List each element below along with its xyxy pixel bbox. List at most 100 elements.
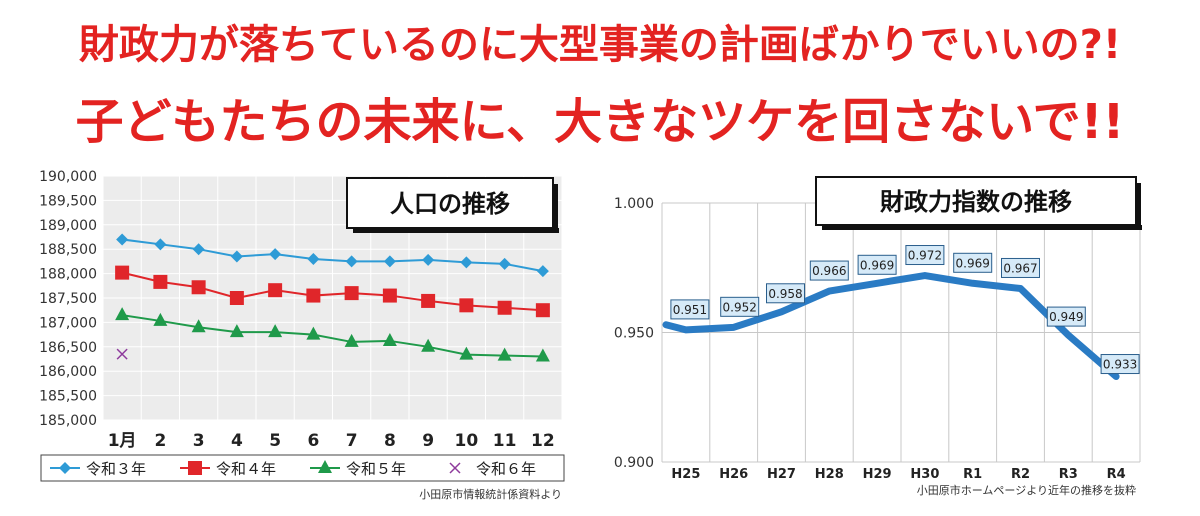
legend-label: 令和４年: [216, 460, 276, 478]
population-y-tick: 185,500: [39, 389, 97, 405]
population-title-shadow: [553, 184, 558, 233]
population-point: [498, 257, 511, 270]
fiscal-source: 小田原市ホームページより近年の推移を抜粋: [917, 483, 1136, 497]
population-point: [269, 248, 282, 261]
population-point: [192, 243, 205, 256]
headline-line2: 子どもたちの未来に、大きなツケを回さないで!!: [75, 94, 1125, 150]
population-point: [268, 324, 283, 338]
population-series-line: [121, 314, 543, 358]
population-y-tick: 187,500: [39, 291, 97, 307]
fiscal-data-label-box: [1046, 306, 1086, 327]
population-x-tick: 2: [154, 431, 166, 451]
fiscal-series-line: [662, 272, 1120, 381]
fiscal-data-label: 0.966: [812, 264, 846, 278]
fiscal-y-tick: 0.950: [614, 326, 654, 342]
population-source: 小田原市情報統計係資料より: [419, 487, 562, 501]
population-point: [383, 255, 396, 268]
population-point: [459, 346, 474, 360]
population-point: [116, 233, 129, 246]
fiscal-x-tick: R4: [1107, 467, 1126, 482]
population-point: [306, 326, 321, 340]
population-x-tick: 12: [531, 431, 555, 451]
fiscal-data-label-box: [720, 296, 760, 317]
population-point: [307, 252, 320, 265]
population-point: [497, 300, 512, 315]
population-point: [153, 274, 168, 289]
fiscal-x-tick: H30: [910, 467, 939, 482]
fiscal-data-label: 0.949: [1049, 310, 1083, 324]
population-point: [344, 286, 359, 301]
population-y-tick: 190,000: [39, 169, 97, 185]
population-x-tick: 7: [346, 431, 358, 451]
population-x-tick: 4: [231, 431, 243, 451]
population-x-tick: 6: [307, 431, 319, 451]
population-x-tick: 10: [455, 431, 479, 451]
population-point: [459, 298, 474, 313]
population-y-tick: 188,500: [39, 242, 97, 258]
population-point: [229, 291, 244, 305]
population-x-tick: 11: [493, 431, 517, 451]
population-point: [535, 348, 550, 362]
fiscal-y-tick: 1.000: [614, 196, 654, 212]
population-point: [306, 288, 321, 303]
population-point: [115, 265, 130, 280]
population-point: [421, 338, 436, 352]
fiscal-data-label-box: [1001, 257, 1040, 278]
fiscal-data-label-box: [953, 252, 993, 273]
fiscal-x-tick: H26: [719, 467, 748, 482]
population-x-tick: 9: [422, 431, 434, 451]
headline-line1: 財政力が落ちているのに大型事業の計画ばかりでいいの?!: [78, 22, 1122, 68]
population-point: [116, 348, 128, 360]
population-point: [115, 307, 130, 321]
population-point: [422, 253, 435, 266]
population-point: [449, 462, 461, 474]
fiscal-data-label: 0.969: [860, 258, 894, 272]
fiscal-data-label-box: [766, 283, 805, 304]
population-y-tick: 189,500: [39, 193, 97, 209]
population-legend-box: [40, 454, 565, 482]
fiscal-data-label-box: [809, 260, 849, 281]
population-point: [191, 319, 206, 333]
population-series-line: [121, 238, 544, 273]
fiscal-y-tick: 0.900: [614, 455, 654, 471]
fiscal-data-label: 0.958: [768, 287, 802, 301]
fiscal-data-label-box: [905, 245, 945, 266]
population-title-shadow: [353, 228, 559, 233]
population-point: [536, 265, 549, 278]
population-y-tick: 187,000: [39, 315, 97, 331]
population-y-tick: 185,000: [39, 413, 97, 429]
fiscal-title-shadow: [822, 225, 1142, 230]
fiscal-data-label: 0.933: [1103, 358, 1137, 372]
population-y-tick: 188,000: [39, 267, 97, 283]
legend-label: 令和６年: [476, 460, 536, 478]
population-point: [229, 324, 244, 338]
population-y-tick: 186,000: [39, 364, 97, 380]
population-y-tick: 186,500: [39, 340, 97, 356]
population-point: [344, 333, 359, 347]
population-point: [59, 462, 71, 474]
population-point: [318, 460, 332, 473]
fiscal-title: 財政力指数の推移: [880, 188, 1072, 216]
fiscal-data-label: 0.969: [956, 256, 990, 270]
population-title-box: [346, 177, 554, 229]
population-point: [535, 303, 550, 318]
legend-label: 令和５年: [346, 460, 406, 478]
fiscal-x-tick: H27: [767, 467, 796, 482]
fiscal-x-tick: R3: [1059, 467, 1078, 482]
population-point: [460, 256, 473, 269]
population-x-tick: 1月: [108, 431, 137, 451]
fiscal-title-shadow: [1136, 183, 1141, 230]
fiscal-data-label: 0.967: [1003, 261, 1037, 275]
population-point: [191, 280, 206, 295]
population-y-tick: 189,000: [39, 218, 97, 234]
fiscal-data-label: 0.972: [908, 249, 942, 263]
fiscal-data-label: 0.951: [673, 303, 707, 317]
fiscal-x-tick: H25: [671, 467, 700, 482]
population-point: [230, 250, 243, 263]
fiscal-x-tick: R1: [963, 467, 982, 482]
legend-label: 令和３年: [86, 460, 146, 478]
fiscal-data-label: 0.952: [723, 300, 757, 314]
fiscal-x-tick: H29: [863, 467, 892, 482]
fiscal-x-tick: H28: [815, 467, 844, 482]
